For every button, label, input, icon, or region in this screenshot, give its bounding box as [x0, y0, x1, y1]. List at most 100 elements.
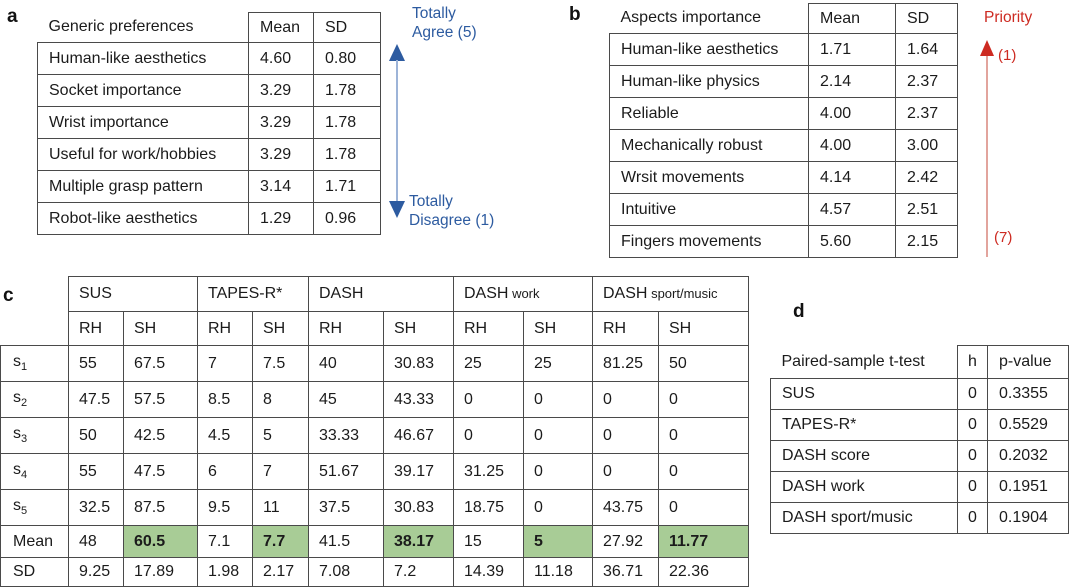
value-cell: 6 — [197, 453, 253, 490]
value-cell: 0 — [523, 381, 593, 418]
value-cell: 41.5 — [308, 525, 384, 558]
hand-column-header: RH — [453, 311, 524, 346]
table-row: s1 55 67.5 7 7.5 40 30.83 25 25 81.25 50 — [0, 345, 749, 382]
row-label: DASH work — [770, 471, 958, 503]
table-row: s3 50 42.5 4.5 5 33.33 46.67 0 0 0 0 — [0, 417, 749, 454]
hand-column-header: SH — [658, 311, 749, 346]
value-cell: 0 — [957, 502, 988, 534]
value-cell: 51.67 — [308, 453, 384, 490]
value-cell: 47.5 — [68, 381, 124, 418]
value-cell: 0 — [957, 409, 988, 441]
value-cell: 0 — [523, 489, 593, 526]
value-cell: 4.00 — [808, 97, 896, 130]
value-cell: 0.1951 — [987, 471, 1069, 503]
table-row: Human-like physics 2.14 2.37 — [609, 65, 958, 98]
value-cell: 4.5 — [197, 417, 253, 454]
value-cell: 3.29 — [248, 106, 314, 139]
value-cell: 2.37 — [895, 97, 958, 130]
value-cell: 0 — [957, 440, 988, 472]
value-cell: 0 — [957, 378, 988, 410]
table-row: s2 47.5 57.5 8.5 8 45 43.33 0 0 0 0 — [0, 381, 749, 418]
value-cell: 18.75 — [453, 489, 524, 526]
value-cell: 1.78 — [313, 106, 381, 139]
value-cell: 87.5 — [123, 489, 198, 526]
scale-bottom-line1: Totally — [409, 193, 453, 210]
value-cell: 11.18 — [523, 557, 593, 587]
table-row: Useful for work/hobbies 3.29 1.78 — [37, 138, 381, 171]
value-cell: 1.71 — [808, 33, 896, 66]
group-header-row: SUS TAPES-R* DASH DASH work DASH sport/music — [1, 276, 749, 312]
table-row: Human-like aesthetics 4.60 0.80 — [37, 42, 381, 75]
value-cell: 15 — [453, 525, 524, 558]
hand-column-header: RH — [197, 311, 253, 346]
value-cell: 9.25 — [68, 557, 124, 587]
value-cell: 2.15 — [895, 225, 958, 258]
value-cell: 0 — [658, 489, 749, 526]
value-cell: 3.29 — [248, 138, 314, 171]
hand-column-header: SH — [123, 311, 198, 346]
value-cell: 30.83 — [383, 489, 454, 526]
value-cell: 2.42 — [895, 161, 958, 194]
value-cell: 57.5 — [123, 381, 198, 418]
value-cell: 37.5 — [308, 489, 384, 526]
group-header: DASH — [308, 276, 454, 312]
table-title: Aspects importance — [620, 9, 762, 27]
value-cell: 5.60 — [808, 225, 896, 258]
up-arrow-icon — [389, 44, 405, 61]
row-label: TAPES-R* — [770, 409, 958, 441]
value-cell: 1.71 — [313, 170, 381, 203]
value-cell: 0 — [592, 381, 659, 418]
table-row: Intuitive 4.57 2.51 — [609, 193, 958, 226]
value-cell: 5 — [252, 417, 309, 454]
table-title: Generic preferences — [48, 18, 194, 36]
table-row: Wrsit movements 4.14 2.42 — [609, 161, 958, 194]
value-cell: 1.64 — [895, 33, 958, 66]
row-label: s4 — [0, 453, 69, 490]
row-label: Fingers movements — [609, 225, 809, 258]
value-cell: 0 — [658, 417, 749, 454]
value-cell: 0 — [957, 471, 988, 503]
table-row: Socket importance 3.29 1.78 — [37, 74, 381, 107]
col-header-mean: Mean — [808, 3, 896, 34]
value-cell: 3.29 — [248, 74, 314, 107]
row-label: Reliable — [609, 97, 809, 130]
value-cell: 0 — [453, 381, 524, 418]
row-label: Mean — [0, 525, 69, 558]
row-label: Human-like aesthetics — [609, 33, 809, 66]
group-name: DASH — [603, 285, 648, 302]
row-label: Human-like aesthetics — [37, 42, 249, 75]
value-cell: 9.5 — [197, 489, 253, 526]
value-cell: 7 — [252, 453, 309, 490]
table-row: Wrist importance 3.29 1.78 — [37, 106, 381, 139]
value-cell: 43.75 — [592, 489, 659, 526]
scale-top-line2: Agree (5) — [412, 24, 477, 41]
value-cell: 31.25 — [453, 453, 524, 490]
table-row: Fingers movements 5.60 2.15 — [609, 225, 958, 258]
panel-label-a: a — [7, 6, 18, 27]
panel-label-d: d — [793, 301, 805, 322]
row-label: Socket importance — [37, 74, 249, 107]
corner-cell — [1, 312, 69, 346]
row-label: DASH score — [770, 440, 958, 472]
value-cell: 45 — [308, 381, 384, 418]
value-cell: 7.08 — [308, 557, 384, 587]
col-header-sd: SD — [313, 12, 381, 43]
generic-preferences-table: Generic preferences Mean SD Human-like a… — [37, 12, 381, 235]
hand-column-header: SH — [383, 311, 454, 346]
value-cell: 25 — [453, 345, 524, 382]
group-name: DASH — [319, 285, 364, 302]
hand-column-header: RH — [592, 311, 659, 346]
subheader-row: RH SH RH SH RH SH RH SH RH SH — [1, 311, 749, 346]
value-cell: 40 — [308, 345, 384, 382]
value-cell: 22.36 — [658, 557, 749, 587]
value-cell: 8 — [252, 381, 309, 418]
group-header: DASH work — [453, 276, 593, 312]
group-suffix: sport/music — [647, 286, 718, 301]
value-cell: 42.5 — [123, 417, 198, 454]
value-cell: 0.1904 — [987, 502, 1069, 534]
row-label: Useful for work/hobbies — [37, 138, 249, 171]
scale-top-line1: Totally — [412, 5, 456, 22]
value-cell: 4.57 — [808, 193, 896, 226]
value-cell: 50 — [658, 345, 749, 382]
